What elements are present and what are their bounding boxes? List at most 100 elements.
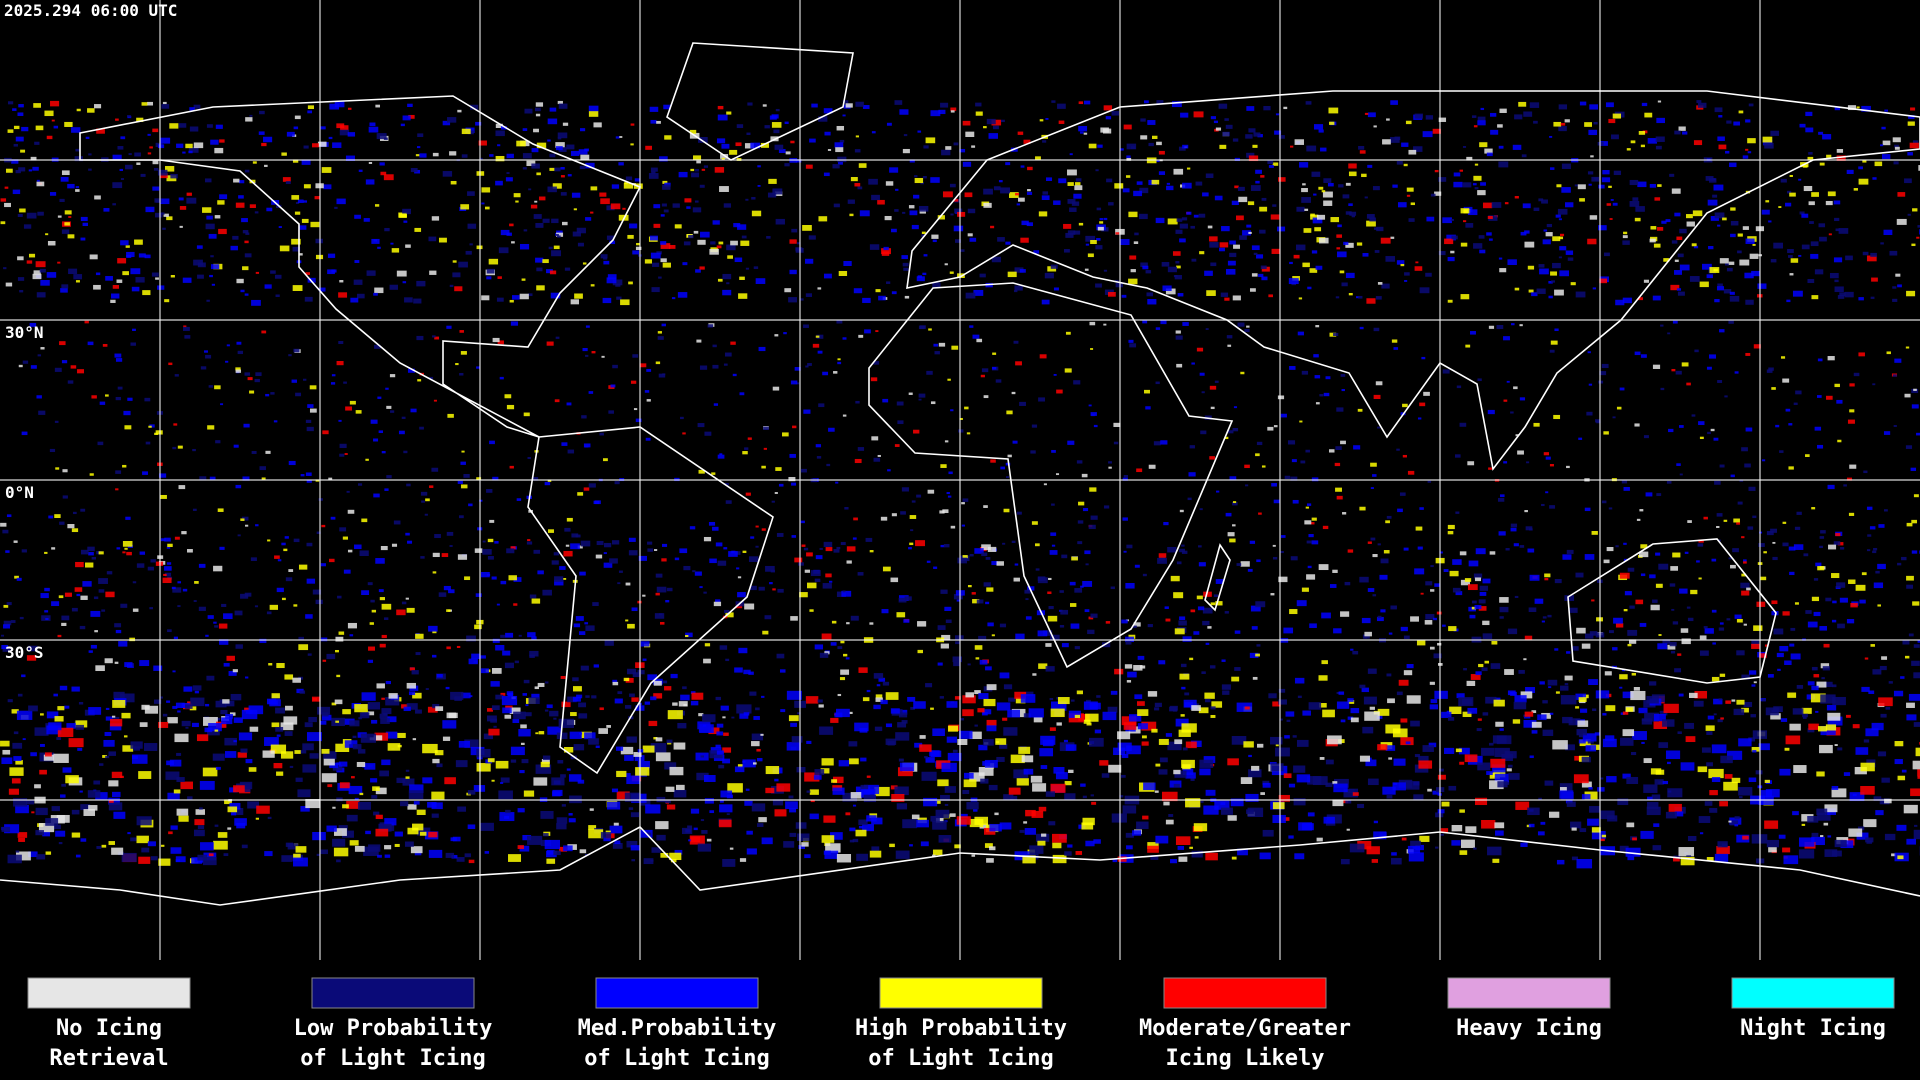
icing-pixel (1478, 235, 1485, 239)
icing-pixel (1881, 154, 1891, 160)
icing-pixel (942, 191, 953, 198)
icing-pixel (1275, 113, 1280, 116)
icing-pixel (1481, 667, 1488, 672)
icing-pixel (1467, 584, 1478, 591)
icing-pixel (1677, 731, 1682, 734)
icing-pixel (1179, 238, 1186, 243)
icing-pixel (1139, 213, 1148, 220)
icing-pixel (359, 712, 370, 719)
icing-pixel (486, 276, 492, 280)
icing-pixel (815, 335, 820, 338)
icing-pixel (1146, 292, 1154, 297)
icing-pixel (866, 689, 871, 693)
icing-pixel (790, 616, 798, 621)
icing-pixel (1377, 615, 1382, 619)
icing-pixel (403, 450, 408, 454)
icing-pixel (516, 498, 522, 501)
icing-pixel (707, 324, 714, 328)
icing-pixel (404, 297, 413, 303)
icing-pixel (1538, 264, 1545, 268)
icing-pixel (1278, 576, 1288, 583)
icing-pixel (1215, 601, 1223, 606)
icing-pixel (947, 378, 951, 381)
icing-pixel (474, 548, 483, 553)
icing-pixel (1097, 226, 1104, 231)
icing-pixel (4, 186, 9, 189)
icing-pixel (239, 180, 245, 184)
icing-pixel (1085, 840, 1095, 847)
icing-pixel (519, 243, 530, 250)
icing-pixel (1422, 745, 1434, 752)
icing-pixel (53, 125, 59, 129)
icing-pixel (389, 374, 396, 378)
icing-pixel (723, 203, 732, 208)
icing-pixel (828, 427, 835, 432)
icing-pixel (159, 696, 164, 699)
icing-pixel (1883, 509, 1888, 512)
icing-pixel (1825, 724, 1837, 731)
icing-pixel (1031, 424, 1038, 428)
icing-pixel (428, 849, 443, 858)
icing-pixel (1221, 226, 1230, 232)
icing-pixel (1256, 559, 1261, 563)
icing-pixel (1793, 544, 1804, 550)
icing-pixel (1772, 556, 1778, 561)
icing-pixel (182, 277, 192, 283)
icing-pixel (940, 464, 947, 468)
icing-pixel (98, 551, 104, 555)
icing-pixel (771, 122, 782, 128)
icing-pixel (1913, 388, 1917, 391)
icing-pixel (500, 580, 507, 585)
icing-pixel (1732, 548, 1739, 553)
icing-pixel (1234, 630, 1241, 634)
icing-pixel (141, 102, 148, 106)
icing-pixel (1838, 228, 1849, 234)
icing-pixel (1519, 545, 1525, 548)
icing-pixel (1013, 769, 1029, 779)
icing-pixel (830, 642, 837, 646)
icing-pixel (1052, 842, 1062, 849)
icing-pixel (1373, 831, 1387, 840)
icing-pixel (560, 675, 566, 679)
icing-pixel (64, 705, 70, 709)
icing-pixel (1741, 590, 1750, 596)
icing-pixel (908, 392, 913, 395)
icing-pixel (1034, 543, 1040, 547)
icing-pixel (189, 706, 197, 711)
icing-pixel (55, 467, 60, 470)
icing-pixel (755, 278, 766, 284)
icing-pixel (745, 492, 751, 496)
icing-pixel (1917, 640, 1920, 643)
icing-pixel (1640, 354, 1647, 358)
icing-pixel (1564, 119, 1570, 123)
icing-pixel (930, 177, 940, 183)
icing-pixel (1121, 619, 1128, 624)
icing-pixel (1671, 188, 1681, 194)
icing-pixel (1311, 250, 1318, 254)
icing-pixel (1162, 285, 1172, 291)
icing-pixel (1467, 209, 1478, 216)
icing-pixel (142, 471, 148, 475)
icing-pixel (438, 592, 447, 597)
icing-pixel (371, 238, 380, 244)
icing-pixel (923, 254, 928, 257)
icing-pixel (1165, 733, 1173, 737)
icing-pixel (1706, 274, 1713, 279)
icing-pixel (1528, 289, 1534, 293)
icing-pixel (1458, 747, 1470, 755)
icing-pixel (1372, 474, 1377, 477)
icing-pixel (1907, 213, 1911, 216)
icing-pixel (1839, 597, 1848, 603)
icing-pixel (1478, 663, 1484, 668)
icing-pixel (1859, 599, 1866, 604)
icing-pixel (244, 707, 251, 712)
icing-pixel (1813, 611, 1821, 617)
icing-pixel (805, 365, 809, 368)
icing-pixel (61, 229, 70, 234)
icing-pixel (28, 705, 38, 712)
icing-pixel (108, 841, 115, 845)
icing-pixel (1600, 141, 1608, 146)
icing-pixel (944, 786, 956, 793)
icing-pixel (493, 725, 497, 728)
icing-pixel (1299, 420, 1303, 423)
